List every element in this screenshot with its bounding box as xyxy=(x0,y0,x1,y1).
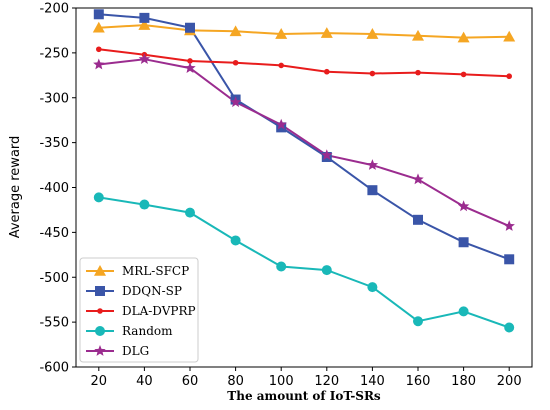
data-point-random xyxy=(458,306,469,317)
y-tick-label: -400 xyxy=(39,181,69,196)
y-tick-label: -300 xyxy=(39,91,69,106)
series-line-ddqn-sp xyxy=(98,13,510,261)
plot-marks xyxy=(92,9,516,333)
data-point-dlg xyxy=(366,159,379,170)
y-axis: -600 -550 -500 -450 -400 -350 -300 -250 -200 xyxy=(39,2,76,376)
x-axis-label: The amount of IoT-SRs xyxy=(227,389,381,403)
y-tick-label: -350 xyxy=(39,136,69,151)
legend-marker xyxy=(94,345,106,356)
data-point-ddqn-sp xyxy=(185,22,195,33)
data-point-random xyxy=(276,261,287,272)
data-point-mrl-sfcp xyxy=(229,25,242,37)
y-tick-label: -550 xyxy=(39,316,69,331)
data-point-dla-dvprp xyxy=(460,71,467,78)
series-line-dla-dvprp xyxy=(98,48,510,78)
legend-label: MRL-SFCP xyxy=(122,264,189,278)
data-point-dlg xyxy=(184,62,196,73)
x-tick-label: 120 xyxy=(314,374,339,389)
y-tick-label: -450 xyxy=(39,226,69,241)
y-axis-label: Average reward xyxy=(8,136,23,239)
x-tick-label: 100 xyxy=(269,374,294,389)
x-tick-label: 40 xyxy=(136,374,153,389)
data-point-random xyxy=(367,282,378,293)
data-point-random xyxy=(413,316,423,327)
x-tick-label: 200 xyxy=(497,374,522,389)
data-point-dlg xyxy=(229,96,242,108)
data-point-ddqn-sp xyxy=(413,214,423,225)
data-point-ddqn-sp xyxy=(458,237,469,248)
legend-label: DDQN-SP xyxy=(122,284,182,298)
legend-label: DLG xyxy=(122,344,149,358)
legend-marker xyxy=(95,326,105,336)
data-point-dlg xyxy=(412,173,424,185)
series-line-dlg xyxy=(98,58,510,228)
legend: MRL-SFCP DDQN-SP DLA-DVPRP Random DLG xyxy=(79,257,199,363)
data-point-dlg xyxy=(457,200,470,212)
data-point-mrl-sfcp xyxy=(138,19,151,30)
data-point-mrl-sfcp xyxy=(457,31,470,43)
y-tick-label: -500 xyxy=(39,271,69,286)
data-point-dlg xyxy=(321,149,333,160)
x-axis: 20 40 60 80 100 120 140 160 180 200 xyxy=(91,367,522,389)
data-point-mrl-sfcp xyxy=(275,28,288,39)
data-point-mrl-sfcp xyxy=(366,28,379,39)
data-point-mrl-sfcp xyxy=(320,27,333,38)
legend-marker xyxy=(95,286,105,296)
legend-label: DLA-DVPRP xyxy=(122,304,196,318)
x-tick-label: 80 xyxy=(227,374,244,389)
x-tick-label: 180 xyxy=(451,374,476,389)
data-point-dla-dvprp xyxy=(324,68,330,75)
legend-marker xyxy=(94,265,106,276)
data-point-dlg xyxy=(93,58,105,70)
data-point-dlg xyxy=(275,118,287,130)
legend-box xyxy=(79,257,199,363)
y-tick-label: -250 xyxy=(39,46,69,61)
data-point-ddqn-sp xyxy=(93,9,104,20)
data-point-ddqn-sp xyxy=(139,12,150,23)
y-tick-label: -600 xyxy=(39,361,69,376)
data-point-random xyxy=(504,322,515,333)
data-point-dla-dvprp xyxy=(415,69,421,76)
data-point-dla-dvprp xyxy=(369,70,376,77)
data-point-random xyxy=(230,235,241,246)
data-point-dla-dvprp xyxy=(506,73,512,80)
data-point-random xyxy=(185,207,195,218)
series-line-mrl-sfcp xyxy=(98,24,510,39)
data-point-mrl-sfcp xyxy=(92,21,105,33)
data-point-mrl-sfcp xyxy=(503,30,516,42)
data-point-random xyxy=(321,265,332,276)
data-point-ddqn-sp xyxy=(504,254,515,265)
data-point-ddqn-sp xyxy=(276,122,287,133)
data-point-dla-dvprp xyxy=(96,46,102,53)
legend-marker xyxy=(97,308,103,314)
data-point-dlg xyxy=(503,220,515,231)
y-tick-label: -200 xyxy=(39,2,69,17)
data-point-dla-dvprp xyxy=(278,62,285,69)
series-line-random xyxy=(98,196,510,329)
data-point-dla-dvprp xyxy=(232,59,239,66)
x-tick-label: 160 xyxy=(406,374,431,389)
legend-label: Random xyxy=(122,324,173,338)
data-point-mrl-sfcp xyxy=(412,29,424,41)
data-point-random xyxy=(93,192,104,203)
data-point-ddqn-sp xyxy=(367,185,378,196)
x-tick-label: 60 xyxy=(182,374,199,389)
data-point-random xyxy=(139,199,150,210)
x-tick-label: 20 xyxy=(91,374,108,389)
data-point-dla-dvprp xyxy=(187,58,193,64)
x-tick-label: 140 xyxy=(360,374,385,389)
data-point-dlg xyxy=(138,53,151,64)
